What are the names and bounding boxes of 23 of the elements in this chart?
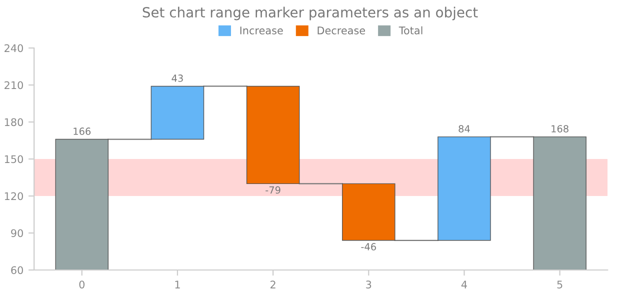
y-tick-label: 60 bbox=[11, 266, 23, 274]
x-tick-label: 3 bbox=[366, 280, 372, 288]
x-tick-label: 5 bbox=[557, 280, 562, 288]
x-tick-label: 4 bbox=[461, 280, 467, 288]
x-tick-label: 2 bbox=[270, 280, 276, 288]
legend-label: Decrease bbox=[318, 26, 366, 34]
x-tick-label: 0 bbox=[79, 280, 85, 288]
y-tick-label: 180 bbox=[4, 118, 23, 126]
legend-label: Increase bbox=[240, 26, 283, 34]
data-label: -46 bbox=[361, 243, 376, 250]
chart-title: Set chart range marker parameters as an object bbox=[142, 6, 478, 20]
y-tick-label: 120 bbox=[4, 192, 23, 200]
y-tick-label: 240 bbox=[4, 44, 23, 52]
data-label: -79 bbox=[266, 186, 280, 194]
data-label: 166 bbox=[74, 128, 91, 135]
data-label: 168 bbox=[552, 125, 568, 132]
data-label: 84 bbox=[458, 125, 470, 132]
y-tick-label: 210 bbox=[4, 81, 23, 90]
y-tick-label: 90 bbox=[11, 229, 23, 238]
y-tick-label: 150 bbox=[4, 155, 23, 164]
x-tick-label: 1 bbox=[175, 280, 180, 288]
legend-label: Total bbox=[398, 26, 422, 34]
data-label: 43 bbox=[172, 74, 183, 82]
